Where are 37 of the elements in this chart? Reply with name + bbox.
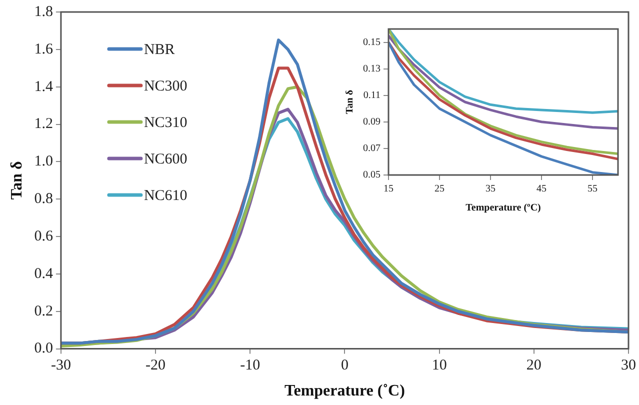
- x-tick-label: 55: [588, 184, 598, 195]
- y-tick-label: 0.15: [363, 36, 380, 48]
- x-tick-label: -10: [240, 358, 260, 374]
- y-tick-label: 0.8: [34, 191, 53, 208]
- x-axis-title: Temperature (ºC): [466, 202, 541, 214]
- x-tick-label: 15: [384, 184, 394, 195]
- y-tick-label: 0.05: [363, 170, 380, 181]
- y-tick-label: 0.0: [34, 340, 53, 357]
- x-tick-label: 20: [526, 358, 542, 374]
- x-axis-title: Temperature (˚C): [284, 382, 405, 400]
- legend-label: NBR: [144, 42, 175, 58]
- y-tick-label: 0.11: [363, 90, 380, 101]
- x-tick-label: 35: [486, 184, 496, 195]
- y-tick-label: 0.13: [363, 63, 380, 74]
- y-axis-title: Tan δ: [8, 161, 26, 200]
- legend-label: NC600: [144, 151, 188, 168]
- legend-label: NC310: [144, 114, 188, 131]
- y-tick-label: 0.4: [34, 266, 54, 282]
- x-tick-label: -30: [50, 358, 71, 374]
- y-tick-label: 1.6: [34, 41, 54, 58]
- y-tick-label: 1.4: [34, 78, 54, 95]
- x-tick-label: 30: [621, 358, 636, 374]
- x-tick-label: 45: [536, 184, 546, 195]
- y-tick-label: 0.09: [363, 116, 380, 128]
- y-tick-label: 0.07: [363, 143, 380, 154]
- y-tick-label: 1.0: [34, 154, 53, 170]
- x-tick-label: 10: [432, 358, 447, 374]
- x-tick-label: 0: [340, 358, 348, 374]
- y-tick-label: 1.2: [34, 116, 53, 132]
- y-tick-label: 0.6: [34, 228, 54, 244]
- y-tick-label: 1.8: [34, 4, 53, 20]
- legend-label: NC610: [144, 188, 188, 204]
- x-tick-label: -20: [146, 358, 166, 374]
- x-tick-label: 25: [434, 184, 444, 195]
- legend-label: NC300: [144, 78, 188, 94]
- y-axis-title: Tan δ: [344, 90, 356, 114]
- y-tick-label: 0.2: [34, 303, 53, 320]
